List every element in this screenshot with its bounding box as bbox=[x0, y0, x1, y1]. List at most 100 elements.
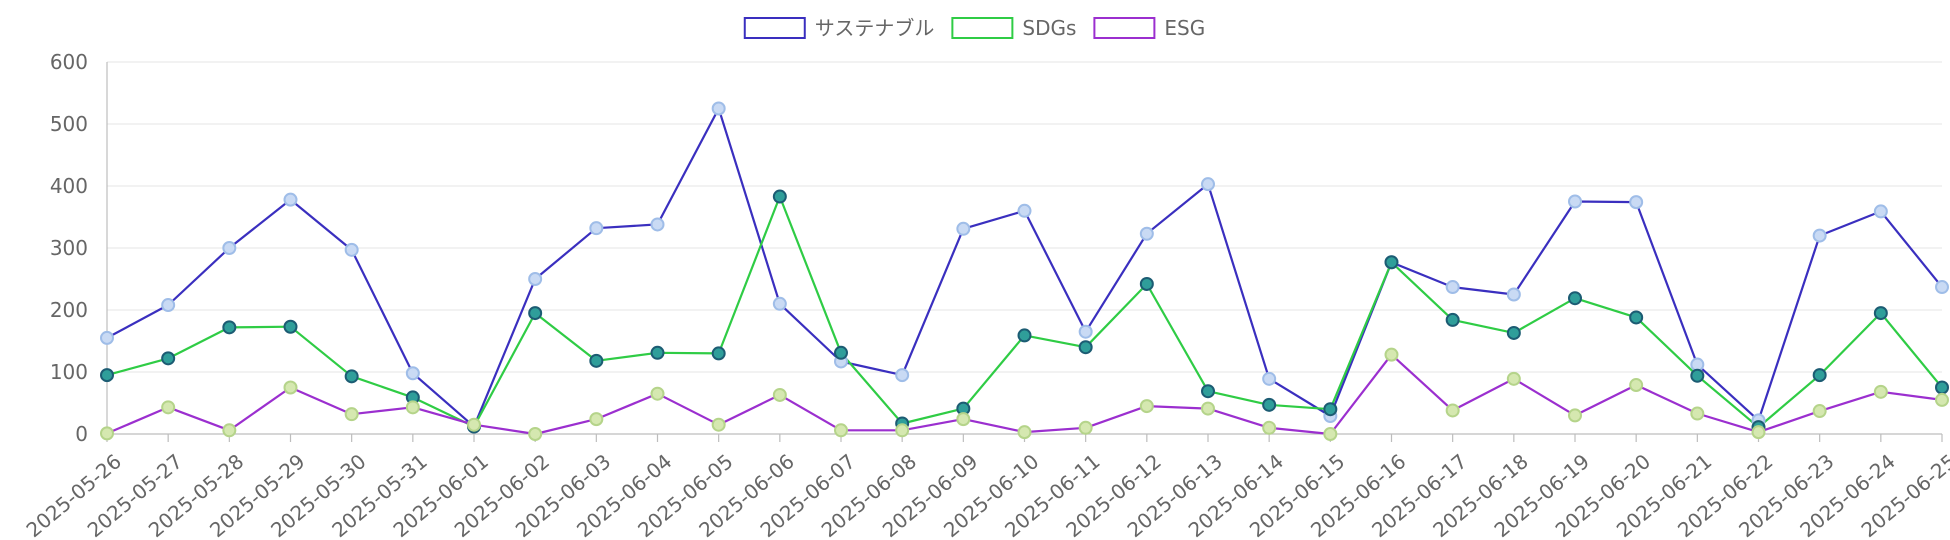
legend-item-1[interactable]: SDGs bbox=[951, 16, 1076, 40]
x-axis: 2025-05-262025-05-272025-05-282025-05-29… bbox=[22, 434, 1950, 540]
data-point[interactable] bbox=[1935, 392, 1949, 407]
data-point[interactable] bbox=[100, 330, 114, 345]
series-lines bbox=[106, 107, 1943, 436]
data-point[interactable] bbox=[956, 412, 971, 427]
data-point[interactable] bbox=[1506, 287, 1521, 302]
data-point[interactable] bbox=[1384, 347, 1399, 362]
data-point[interactable] bbox=[1506, 371, 1521, 386]
data-point[interactable] bbox=[650, 386, 665, 401]
data-point[interactable] bbox=[1017, 425, 1032, 440]
legend-label: SDGs bbox=[1022, 16, 1076, 40]
data-point[interactable] bbox=[1812, 368, 1827, 383]
data-point[interactable] bbox=[589, 353, 604, 368]
data-point[interactable] bbox=[1873, 204, 1888, 219]
data-point[interactable] bbox=[405, 366, 420, 381]
series-line-0 bbox=[106, 107, 1943, 428]
data-point[interactable] bbox=[161, 298, 176, 313]
data-point[interactable] bbox=[1262, 420, 1277, 435]
legend-label: ESG bbox=[1164, 16, 1205, 40]
data-point[interactable] bbox=[1935, 280, 1949, 295]
data-point[interactable] bbox=[1506, 325, 1521, 340]
data-point[interactable] bbox=[1262, 371, 1277, 386]
legend-item-0[interactable]: サステナブル bbox=[743, 16, 935, 40]
data-point[interactable] bbox=[1568, 291, 1582, 306]
data-point[interactable] bbox=[100, 426, 114, 441]
data-point[interactable] bbox=[956, 221, 971, 236]
legend-swatch bbox=[743, 17, 806, 39]
data-point[interactable] bbox=[711, 417, 726, 432]
data-point[interactable] bbox=[344, 242, 359, 257]
data-point[interactable] bbox=[1445, 280, 1460, 295]
data-point[interactable] bbox=[1323, 427, 1338, 441]
data-point[interactable] bbox=[467, 417, 481, 432]
data-point[interactable] bbox=[528, 272, 543, 286]
data-point[interactable] bbox=[1139, 226, 1154, 241]
data-point[interactable] bbox=[405, 400, 420, 415]
data-point[interactable] bbox=[1629, 310, 1644, 325]
data-point[interactable] bbox=[1812, 404, 1827, 419]
data-point[interactable] bbox=[1445, 312, 1460, 327]
data-point[interactable] bbox=[1751, 425, 1766, 440]
data-point[interactable] bbox=[834, 345, 848, 360]
data-point[interactable] bbox=[222, 241, 237, 255]
data-point[interactable] bbox=[711, 346, 726, 361]
data-point[interactable] bbox=[283, 192, 298, 207]
data-point[interactable] bbox=[1201, 177, 1215, 192]
data-point[interactable] bbox=[283, 319, 298, 334]
data-point[interactable] bbox=[1262, 397, 1277, 412]
data-point[interactable] bbox=[589, 412, 604, 427]
data-point[interactable] bbox=[772, 387, 787, 402]
data-point[interactable] bbox=[344, 369, 359, 384]
data-point[interactable] bbox=[772, 189, 787, 204]
data-point[interactable] bbox=[1017, 203, 1032, 218]
data-point[interactable] bbox=[1873, 306, 1888, 321]
series-line-2 bbox=[106, 353, 1943, 436]
data-point[interactable] bbox=[1078, 420, 1093, 435]
data-point[interactable] bbox=[1323, 402, 1338, 417]
data-point[interactable] bbox=[1629, 195, 1644, 210]
data-point[interactable] bbox=[711, 101, 726, 116]
y-tick-label: 200 bbox=[50, 298, 88, 322]
data-point[interactable] bbox=[1078, 324, 1093, 339]
data-point[interactable] bbox=[1935, 380, 1949, 395]
y-tick-label: 100 bbox=[50, 360, 88, 384]
data-point[interactable] bbox=[650, 217, 665, 232]
data-point[interactable] bbox=[1017, 328, 1032, 343]
data-point[interactable] bbox=[1873, 384, 1888, 399]
data-point[interactable] bbox=[895, 423, 910, 438]
data-point[interactable] bbox=[772, 296, 787, 311]
data-point[interactable] bbox=[650, 345, 665, 360]
data-point[interactable] bbox=[283, 380, 298, 395]
data-point[interactable] bbox=[100, 368, 114, 383]
data-point[interactable] bbox=[1139, 399, 1154, 414]
data-point[interactable] bbox=[895, 368, 910, 383]
data-point[interactable] bbox=[1139, 276, 1154, 291]
data-point[interactable] bbox=[161, 400, 176, 415]
data-point[interactable] bbox=[1201, 384, 1215, 399]
data-point[interactable] bbox=[1201, 401, 1215, 416]
legend-item-2[interactable]: ESG bbox=[1093, 16, 1205, 40]
data-point[interactable] bbox=[1384, 255, 1399, 270]
data-point[interactable] bbox=[161, 351, 176, 366]
data-point[interactable] bbox=[1812, 228, 1827, 243]
data-point[interactable] bbox=[1568, 194, 1582, 209]
data-point[interactable] bbox=[222, 320, 237, 335]
data-point[interactable] bbox=[528, 306, 543, 321]
legend-swatch bbox=[951, 17, 1014, 39]
data-point[interactable] bbox=[1568, 408, 1582, 423]
data-point[interactable] bbox=[222, 423, 237, 438]
data-point[interactable] bbox=[834, 423, 848, 438]
y-tick-label: 0 bbox=[75, 422, 88, 446]
data-point[interactable] bbox=[1629, 378, 1644, 393]
data-point[interactable] bbox=[344, 407, 359, 422]
data-point[interactable] bbox=[1690, 368, 1705, 383]
data-point[interactable] bbox=[1445, 403, 1460, 418]
data-point[interactable] bbox=[1690, 406, 1705, 421]
data-point[interactable] bbox=[528, 427, 543, 441]
legend-swatch bbox=[1093, 17, 1156, 39]
data-point[interactable] bbox=[589, 221, 604, 236]
data-point[interactable] bbox=[1078, 340, 1093, 355]
y-tick-label: 400 bbox=[50, 174, 88, 198]
